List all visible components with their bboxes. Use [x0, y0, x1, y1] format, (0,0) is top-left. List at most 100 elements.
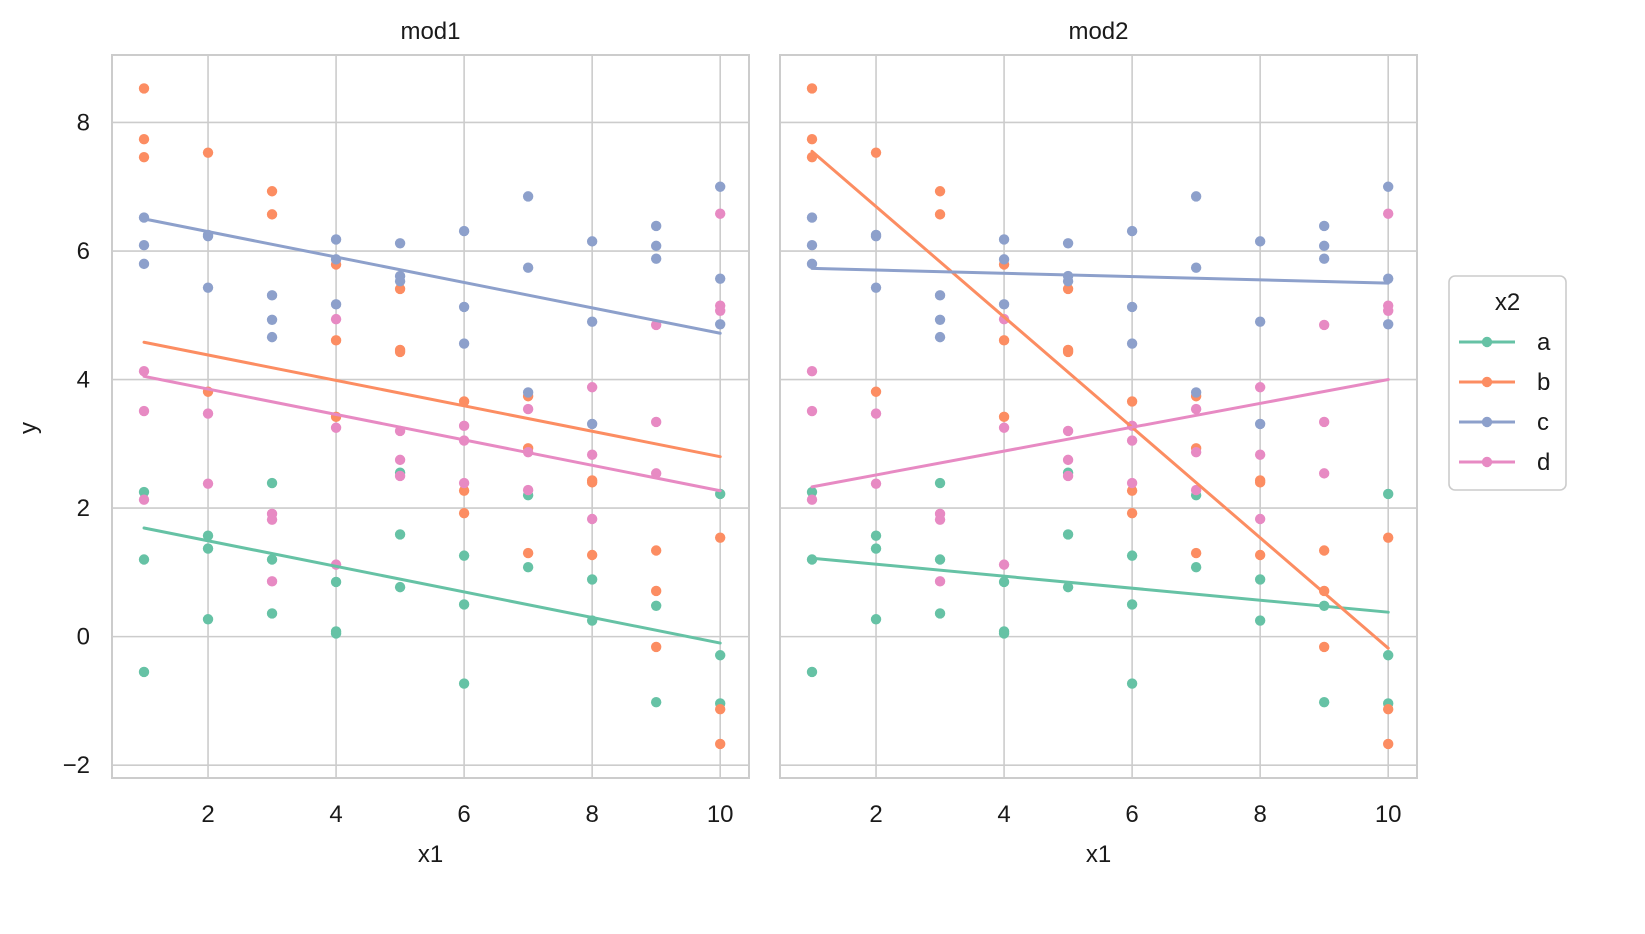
data-point-a	[1126, 550, 1138, 561]
panel-frame	[779, 54, 1418, 779]
series-b-points	[138, 83, 726, 750]
data-point-b	[1190, 547, 1202, 559]
data-point-a	[138, 486, 150, 498]
data-point-a	[806, 666, 818, 678]
data-point-d	[1254, 382, 1266, 393]
legend-swatch-marker-d	[1481, 456, 1493, 468]
data-point-c	[522, 191, 534, 202]
data-point-a	[1318, 696, 1330, 708]
x-tick-label: 6	[457, 801, 470, 828]
data-point-d	[1190, 403, 1202, 415]
x-tick-label: 2	[869, 801, 882, 828]
data-point-a	[998, 576, 1010, 588]
data-point-c	[806, 258, 818, 270]
data-point-b	[1126, 485, 1138, 496]
data-point-b	[522, 547, 534, 559]
data-point-b	[586, 549, 598, 561]
data-point-a	[870, 543, 882, 554]
legend-swatch-marker-b	[1481, 376, 1493, 388]
data-point-a	[1126, 599, 1138, 610]
data-point-c	[1062, 276, 1074, 287]
data-point-b	[934, 209, 946, 220]
data-point-c	[330, 234, 342, 245]
data-point-d	[586, 513, 598, 525]
data-point-d	[138, 405, 150, 417]
data-point-c	[394, 276, 406, 287]
data-point-a	[998, 628, 1010, 639]
data-point-d	[330, 422, 342, 433]
data-point-b	[202, 147, 214, 158]
fit-line-a	[142, 526, 722, 645]
legend-label-d: d	[1537, 449, 1550, 476]
data-point-d	[330, 313, 342, 325]
data-point-b	[1382, 532, 1394, 543]
data-point-d	[1254, 449, 1266, 460]
data-point-d	[458, 477, 470, 489]
data-point-b	[586, 477, 598, 488]
data-point-a	[266, 554, 278, 565]
data-point-b	[806, 83, 818, 94]
legend-title: x2	[1495, 289, 1520, 316]
data-point-c	[1382, 319, 1394, 330]
fit-line-b	[810, 149, 1390, 650]
data-point-a	[1062, 529, 1074, 540]
data-point-b	[138, 151, 150, 163]
data-point-d	[138, 365, 150, 377]
fit-line-c	[810, 266, 1390, 285]
data-point-c	[586, 236, 598, 247]
data-point-a	[714, 650, 726, 661]
data-point-d	[458, 420, 470, 432]
data-point-c	[806, 240, 818, 251]
series-c-points	[806, 181, 1394, 430]
data-point-c	[1126, 301, 1138, 313]
data-point-b	[650, 585, 662, 597]
data-point-a	[330, 576, 342, 588]
data-point-b	[998, 335, 1010, 346]
data-point-b	[266, 186, 278, 197]
x-tick-label: 4	[329, 801, 342, 828]
data-point-d	[1190, 484, 1202, 496]
series-d-points	[806, 208, 1394, 587]
data-point-c	[806, 212, 818, 223]
data-point-d	[522, 484, 534, 496]
panel-title: mod1	[400, 18, 460, 45]
data-point-c	[394, 238, 406, 249]
data-point-a	[1382, 650, 1394, 661]
data-point-a	[1126, 678, 1138, 689]
y-tick-label: 4	[77, 367, 90, 394]
data-point-c	[522, 387, 534, 398]
data-point-d	[1318, 319, 1330, 331]
data-point-c	[522, 262, 534, 273]
data-point-a	[934, 554, 946, 565]
data-point-a	[870, 614, 882, 625]
data-point-d	[1382, 208, 1394, 219]
x-tick-label: 8	[585, 801, 598, 828]
x-tick-label: 8	[1253, 801, 1266, 828]
data-point-b	[394, 346, 406, 358]
data-point-c	[1126, 225, 1138, 237]
panels-layer: 2 4 6 8 10 x1 −2 0 2 4 6 8 mod1 2 4 6 8 10 x1 mod2	[63, 18, 1418, 868]
data-point-a	[870, 530, 882, 541]
data-point-c	[870, 231, 882, 242]
data-point-d	[1062, 470, 1074, 482]
data-point-c	[1318, 240, 1330, 252]
x-tick-label: 6	[1125, 801, 1138, 828]
data-point-b	[1126, 396, 1138, 407]
data-point-c	[1254, 316, 1266, 327]
data-point-d	[1126, 435, 1138, 446]
data-point-c	[1190, 262, 1202, 273]
y-tick-label: 2	[77, 495, 90, 522]
data-point-c	[934, 290, 946, 301]
data-point-d	[1254, 513, 1266, 525]
data-point-c	[650, 240, 662, 252]
y-tick-label: −2	[63, 752, 90, 779]
data-point-b	[934, 186, 946, 197]
data-point-d	[1062, 425, 1074, 437]
data-point-c	[650, 253, 662, 264]
fit-line-d	[810, 378, 1390, 489]
legend-swatch-marker-c	[1481, 416, 1493, 428]
data-point-b	[870, 147, 882, 158]
data-point-b	[1062, 283, 1074, 295]
